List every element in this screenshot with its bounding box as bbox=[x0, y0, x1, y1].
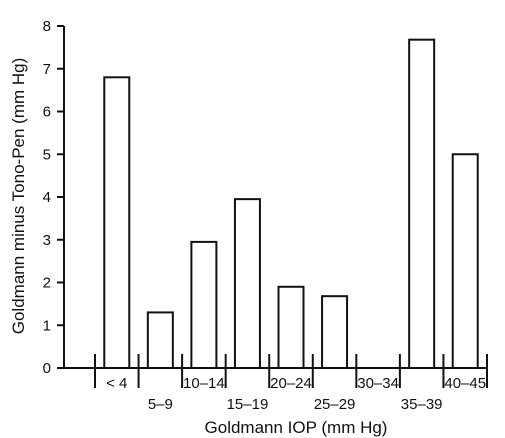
y-tick-label: 5 bbox=[43, 146, 51, 163]
bar bbox=[190, 240, 218, 369]
x-axis-title: Goldmann IOP (mm Hg) bbox=[205, 418, 388, 437]
y-tick-label: 1 bbox=[43, 317, 51, 334]
y-tick-label: 8 bbox=[43, 18, 51, 35]
x-tick-label: 5–9 bbox=[148, 396, 173, 413]
y-axis-title-group: Goldmann minus Tono-Pen (mm Hg) bbox=[9, 58, 28, 335]
y-tick-label: 3 bbox=[43, 232, 51, 249]
bar bbox=[233, 198, 261, 369]
y-tick-label: 0 bbox=[43, 360, 51, 377]
bar bbox=[408, 38, 436, 370]
y-axis-title: Goldmann minus Tono-Pen (mm Hg) bbox=[9, 58, 28, 335]
x-tick-label: 10–14 bbox=[183, 375, 225, 392]
bar bbox=[146, 311, 174, 369]
bar bbox=[277, 285, 305, 369]
bar bbox=[451, 153, 479, 369]
x-tick-label: 20–24 bbox=[270, 375, 312, 392]
x-tick-label: < 4 bbox=[106, 375, 127, 392]
bar bbox=[103, 76, 131, 370]
y-tick-label: 4 bbox=[43, 189, 51, 206]
x-tick-label: 30–34 bbox=[357, 375, 399, 392]
bar bbox=[321, 295, 349, 369]
plot-layer: 0 1 2 3 4 5 6 7 8 < 4 5–9 10–1415–1920–2425–2930–34… bbox=[43, 18, 488, 413]
x-tick-label: 35–39 bbox=[401, 396, 443, 413]
y-tick-label: 6 bbox=[43, 104, 51, 121]
y-tick-label: 2 bbox=[43, 275, 51, 292]
x-tick-label: 40–45 bbox=[444, 375, 486, 392]
y-tick-label: 7 bbox=[43, 61, 51, 78]
x-tick-label: 25–29 bbox=[314, 396, 356, 413]
x-tick-label: 15–19 bbox=[227, 396, 269, 413]
